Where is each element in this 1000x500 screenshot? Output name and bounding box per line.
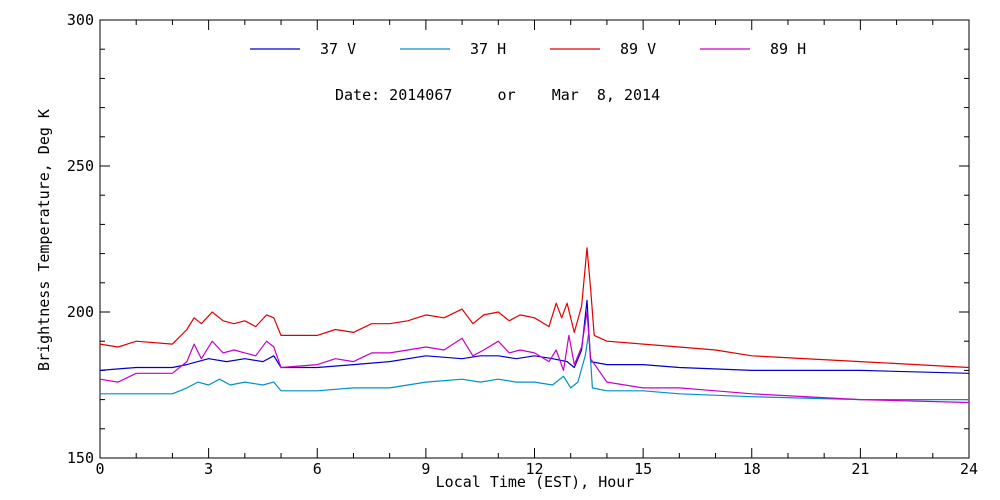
series-line-37-h xyxy=(100,331,969,401)
legend-label: 89 V xyxy=(620,40,656,58)
legend-label: 37 V xyxy=(320,40,356,58)
y-tick-label: 150 xyxy=(67,449,94,467)
x-tick-label: 15 xyxy=(634,460,652,478)
x-tick-label: 0 xyxy=(95,460,104,478)
legend-label: 89 H xyxy=(770,40,806,58)
y-tick-label: 250 xyxy=(67,157,94,175)
series-line-89-v xyxy=(99,247,970,369)
y-axis-label: Brightness Temperature, Deg K xyxy=(35,109,53,371)
series-line-37-v xyxy=(99,299,970,374)
date-annotation: Date: 2014067 or Mar 8, 2014 xyxy=(335,86,660,104)
x-tick-label: 18 xyxy=(743,460,761,478)
x-tick-label: 3 xyxy=(204,460,213,478)
series-lines xyxy=(99,247,970,404)
legend-label: 37 H xyxy=(470,40,506,58)
x-tick-label: 21 xyxy=(851,460,869,478)
y-tick-label: 300 xyxy=(67,11,94,29)
x-tick-label: 24 xyxy=(960,460,978,478)
x-tick-label: 12 xyxy=(525,460,543,478)
x-axis-label: Local Time (EST), Hour xyxy=(436,473,635,491)
y-tick-label: 200 xyxy=(67,303,94,321)
legend: 37 V 37 H 89 V 89 H xyxy=(250,40,806,58)
plot-axes: 0 3 6 9 12 15 18 21 24 150 200 250 300 xyxy=(67,11,978,478)
x-tick-label: 6 xyxy=(313,460,322,478)
x-tick-label: 9 xyxy=(421,460,430,478)
series-line-89-h xyxy=(99,311,970,404)
